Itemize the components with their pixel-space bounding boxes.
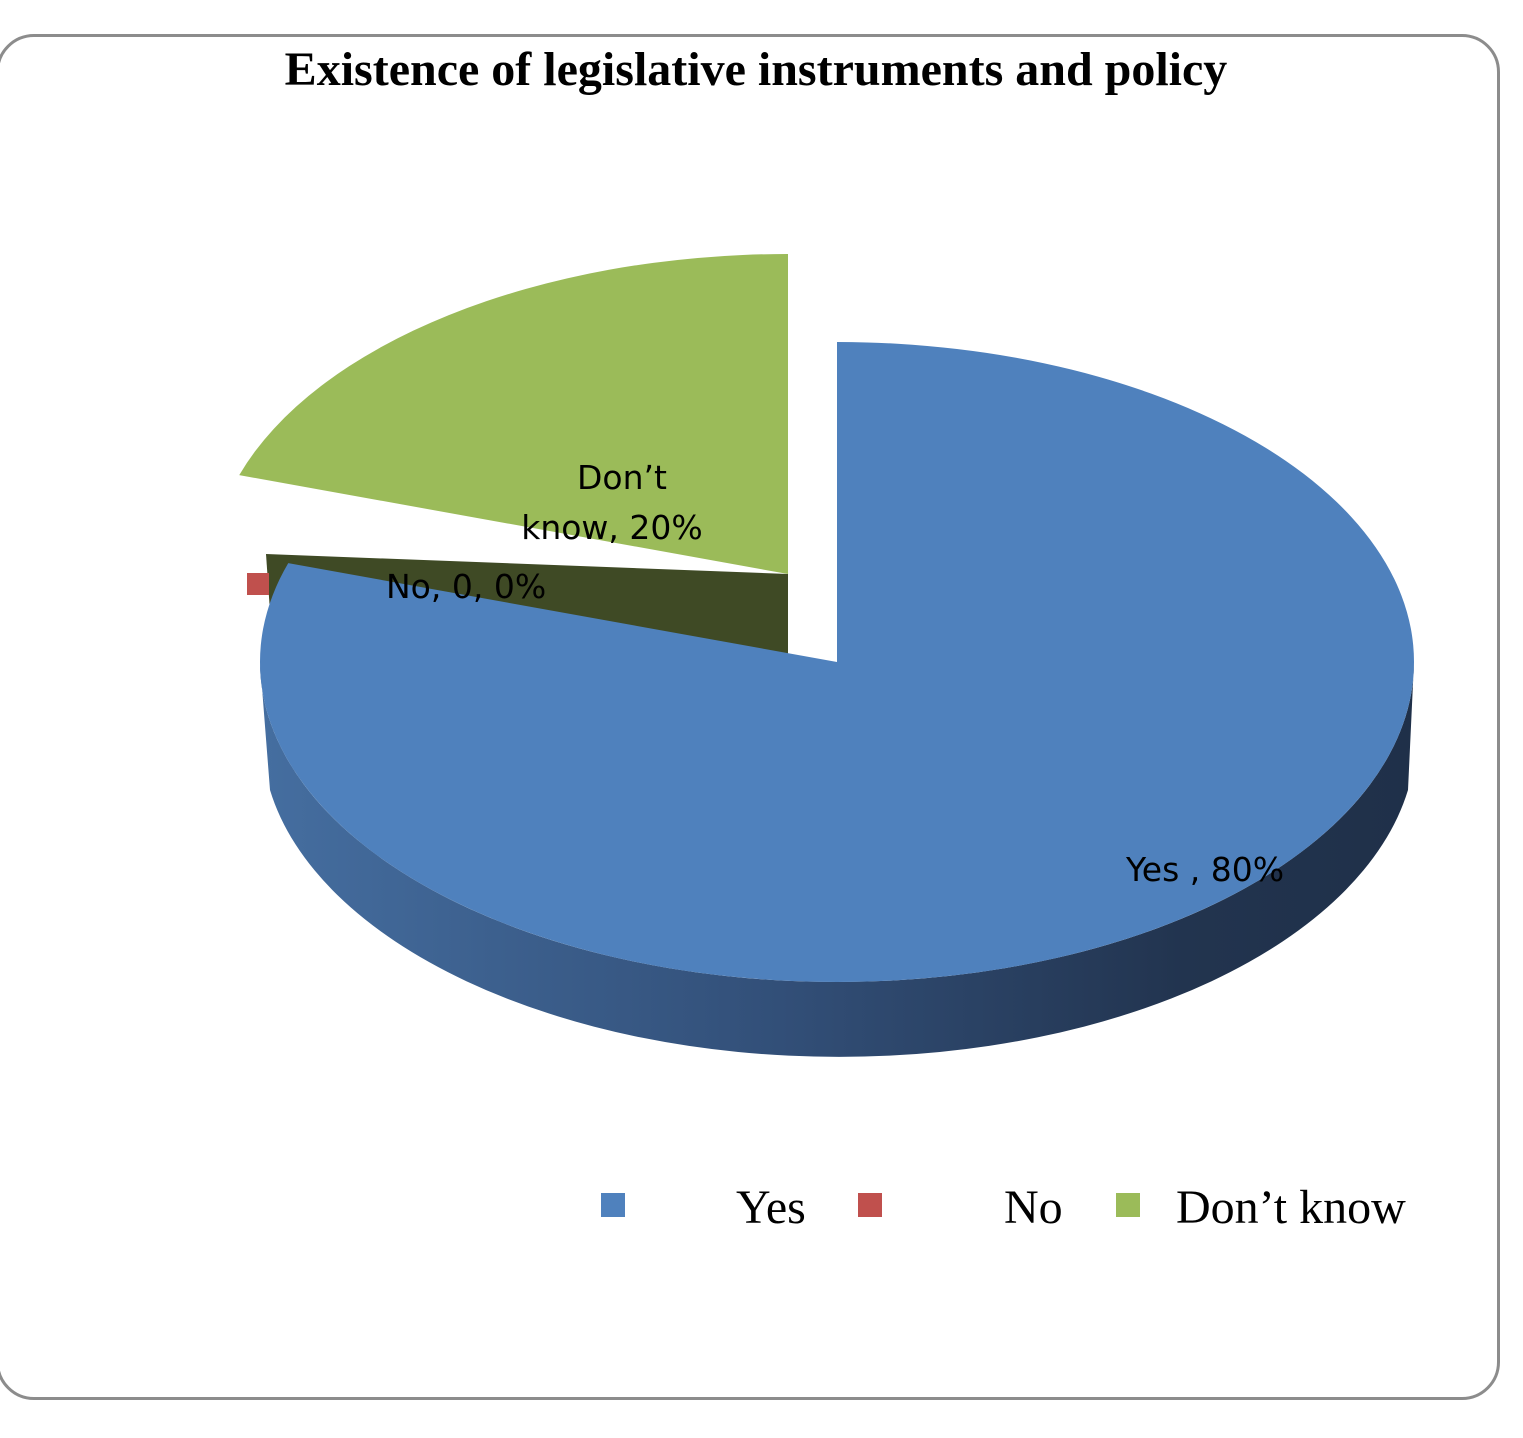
slice-yes-side — [260, 662, 1414, 1057]
legend-swatch-no — [858, 1193, 882, 1217]
data-label-dont-know-line2: know, 20% — [521, 508, 703, 547]
legend-swatch-yes — [601, 1193, 625, 1217]
data-label-dont-know-line1: Don’t — [577, 458, 667, 497]
slice-dont-know — [239, 254, 789, 574]
slice-yes — [259, 342, 1415, 983]
data-label-no: No, 0, 0% — [386, 567, 547, 606]
legend-label-no: No — [1004, 1181, 1063, 1234]
data-label-yes: Yes , 80% — [1126, 850, 1285, 889]
legend-label-dont-know: Don’t know — [1176, 1181, 1406, 1234]
no-label-marker — [247, 573, 269, 595]
chart-title: Existence of legislative instruments and… — [284, 43, 1228, 96]
legend-swatch-dont-know — [1116, 1193, 1140, 1217]
legend-label-yes: Yes — [736, 1181, 806, 1234]
